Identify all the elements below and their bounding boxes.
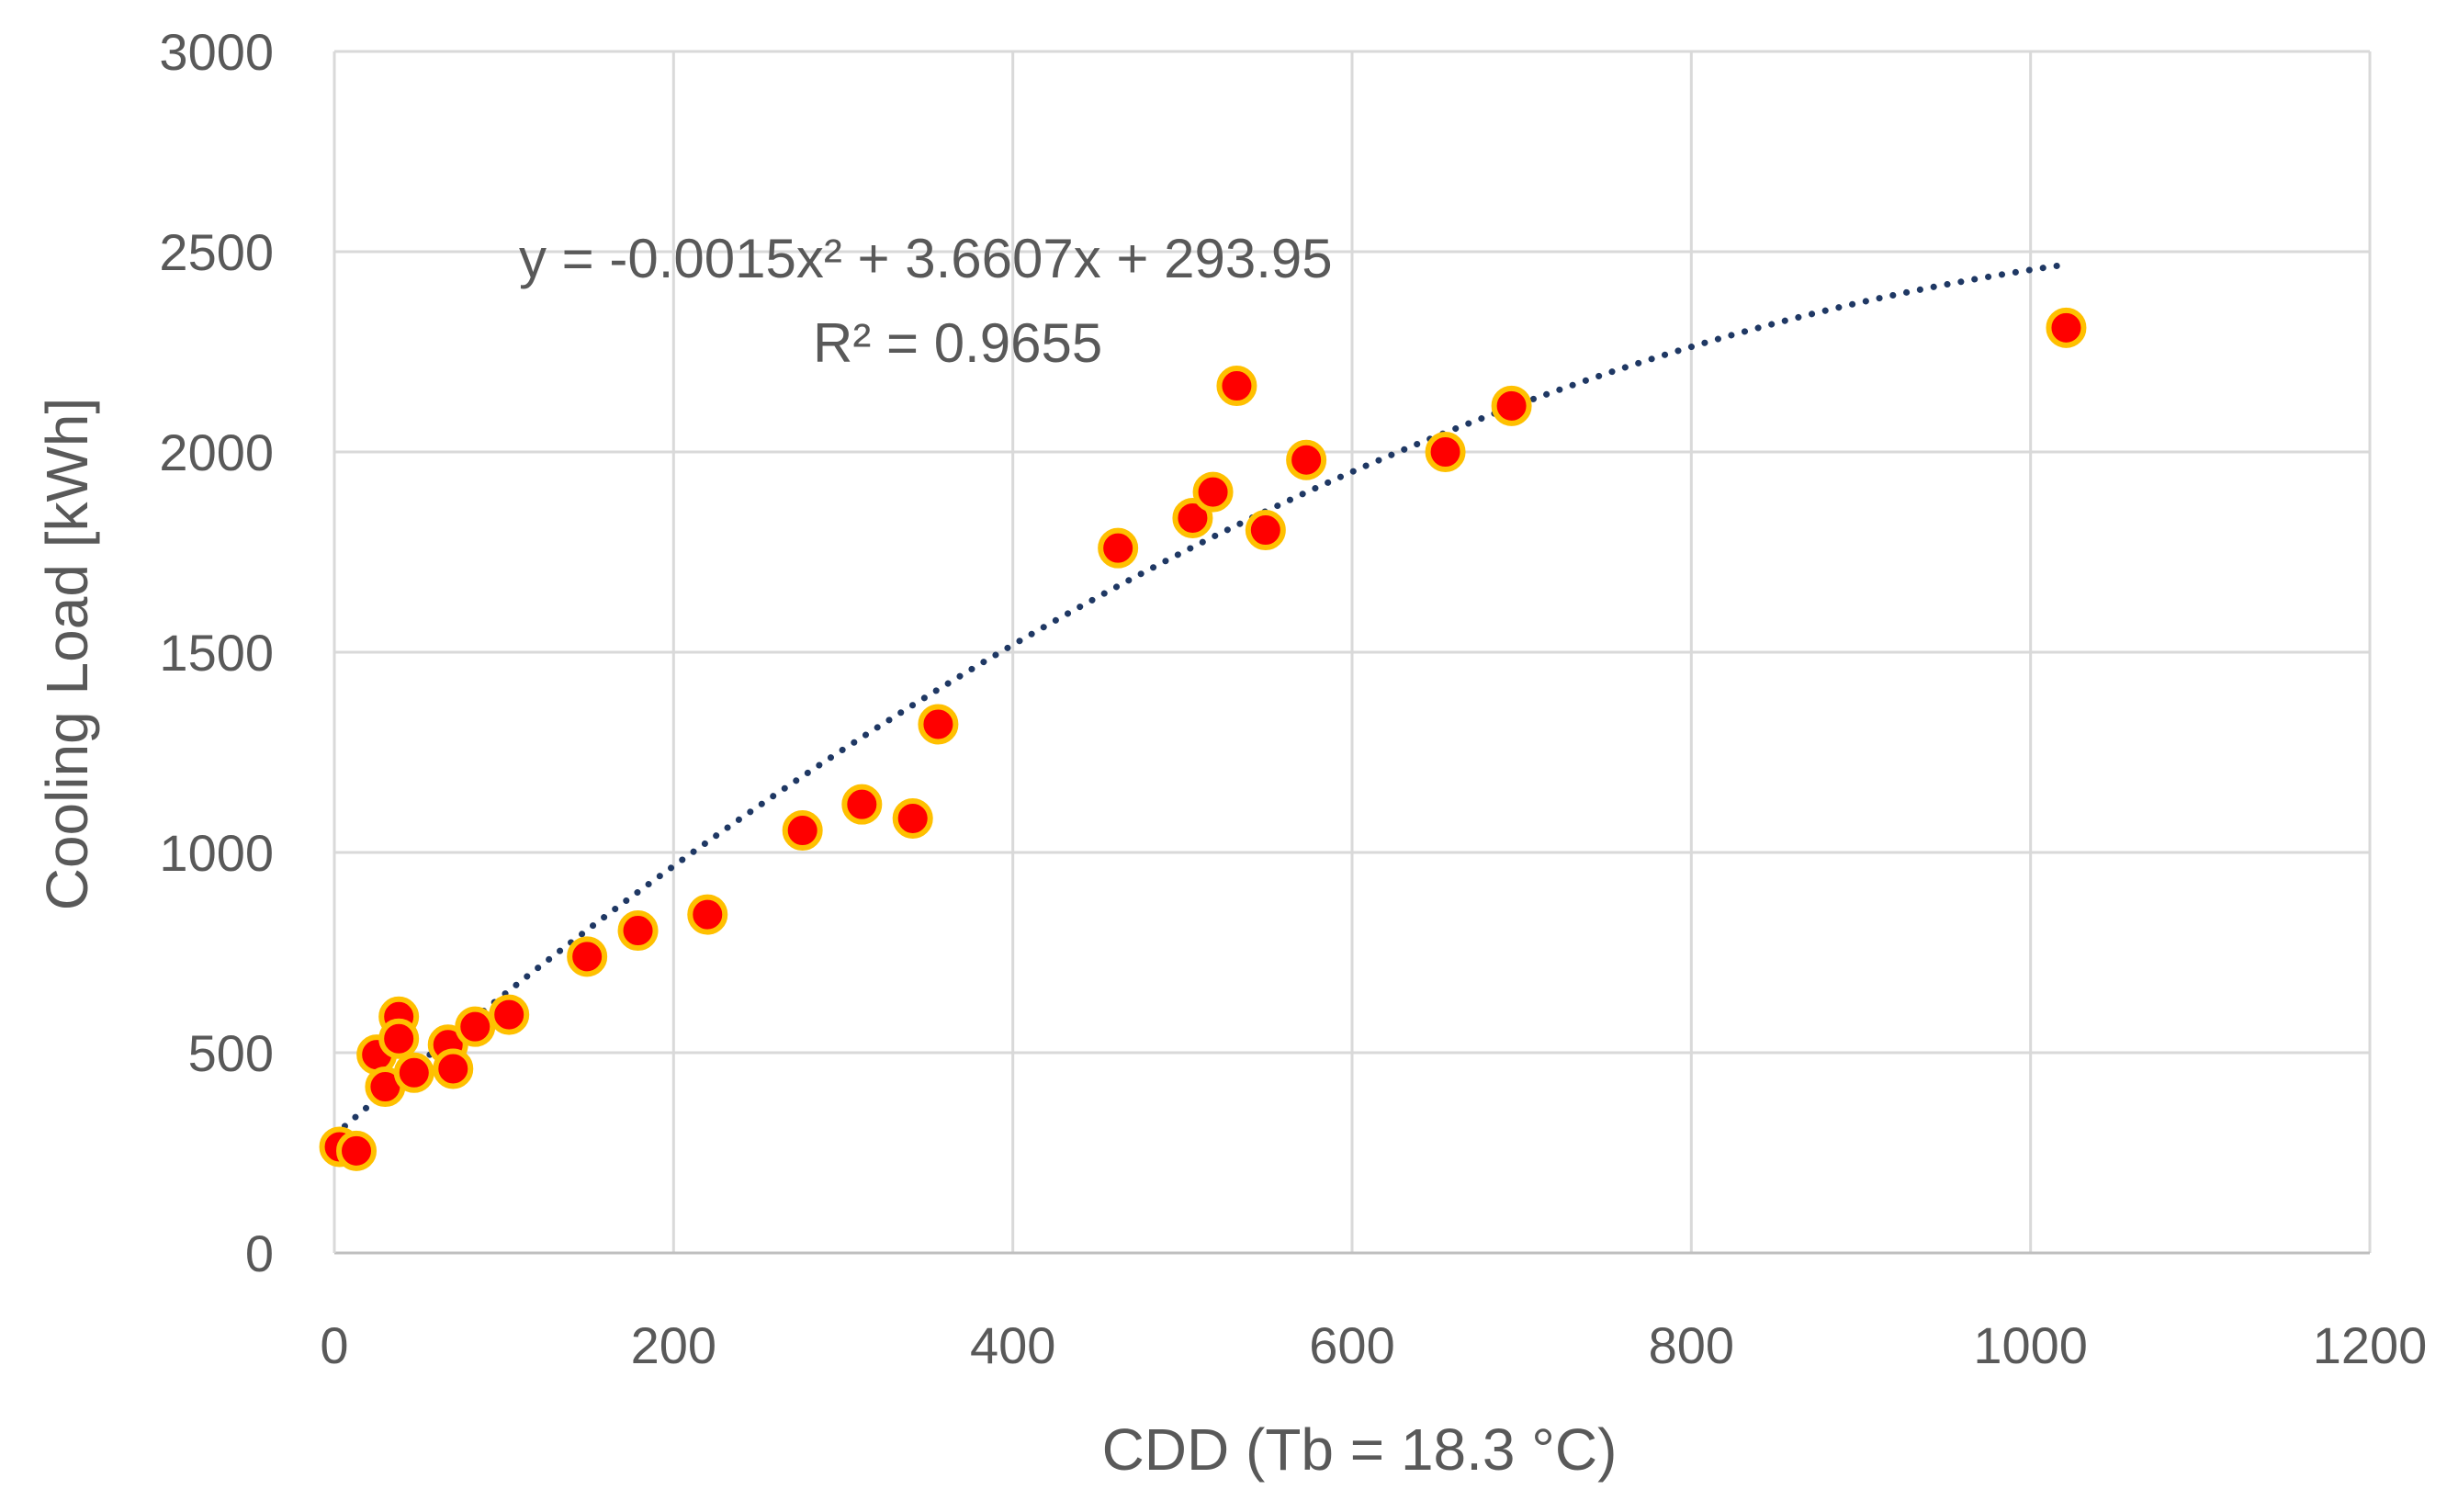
data-point-6 xyxy=(393,1052,434,1093)
data-point-19 xyxy=(1172,497,1213,538)
trendline-r-squared: R² = 0.9655 xyxy=(813,312,1102,374)
data-point-15 xyxy=(841,784,883,825)
trendline xyxy=(331,261,2069,1139)
y-tick-labels: 0 500 1000 1500 2000 2500 3000 xyxy=(159,23,274,1282)
data-point-11 xyxy=(567,936,608,977)
x-tick-label-1000: 1000 xyxy=(1973,1316,2088,1374)
y-tick-label-2500: 2500 xyxy=(159,223,274,281)
grid-lines xyxy=(334,50,2372,1253)
axes xyxy=(333,51,2370,1255)
data-point-13 xyxy=(687,894,728,935)
trendline-equation: y = -0.0015x² + 3.6607x + 293.95 xyxy=(519,228,1333,289)
data-point-22 xyxy=(1245,510,1286,551)
x-tick-label-1200: 1200 xyxy=(2313,1316,2428,1374)
data-point-26 xyxy=(2046,307,2087,348)
data-point-1 xyxy=(336,1130,378,1171)
y-tick-label-0: 0 xyxy=(245,1224,274,1282)
y-axis-title: Cooling Load [kWh] xyxy=(34,398,100,911)
data-point-17 xyxy=(918,704,959,745)
y-tick-label-1500: 1500 xyxy=(159,624,274,682)
x-tick-label-800: 800 xyxy=(1649,1316,1734,1374)
data-point-23 xyxy=(1286,439,1327,480)
y-tick-label-3000: 3000 xyxy=(159,23,274,81)
data-point-24 xyxy=(1425,432,1466,472)
x-axis-title: CDD (Tb = 18.3 °C) xyxy=(1102,1416,1618,1483)
x-tick-labels: 0 200 400 600 800 1000 1200 xyxy=(320,1316,2427,1374)
y-tick-label-2000: 2000 xyxy=(159,423,274,481)
x-tick-label-0: 0 xyxy=(320,1316,348,1374)
data-point-10 xyxy=(489,994,530,1035)
data-point-25 xyxy=(1491,385,1532,426)
data-point-12 xyxy=(617,910,659,952)
data-points xyxy=(319,307,2087,1171)
y-tick-label-1000: 1000 xyxy=(159,824,274,882)
data-point-21 xyxy=(1216,366,1257,407)
data-point-18 xyxy=(1098,527,1139,569)
x-tick-label-200: 200 xyxy=(631,1316,716,1374)
data-point-14 xyxy=(782,810,823,852)
data-point-5 xyxy=(378,1018,420,1059)
x-tick-label-600: 600 xyxy=(1309,1316,1394,1374)
data-point-20 xyxy=(1192,471,1234,513)
data-point-16 xyxy=(892,797,933,839)
x-tick-label-400: 400 xyxy=(970,1316,1055,1374)
y-tick-label-500: 500 xyxy=(188,1024,274,1082)
data-point-9 xyxy=(455,1006,496,1047)
data-point-8 xyxy=(433,1048,474,1089)
